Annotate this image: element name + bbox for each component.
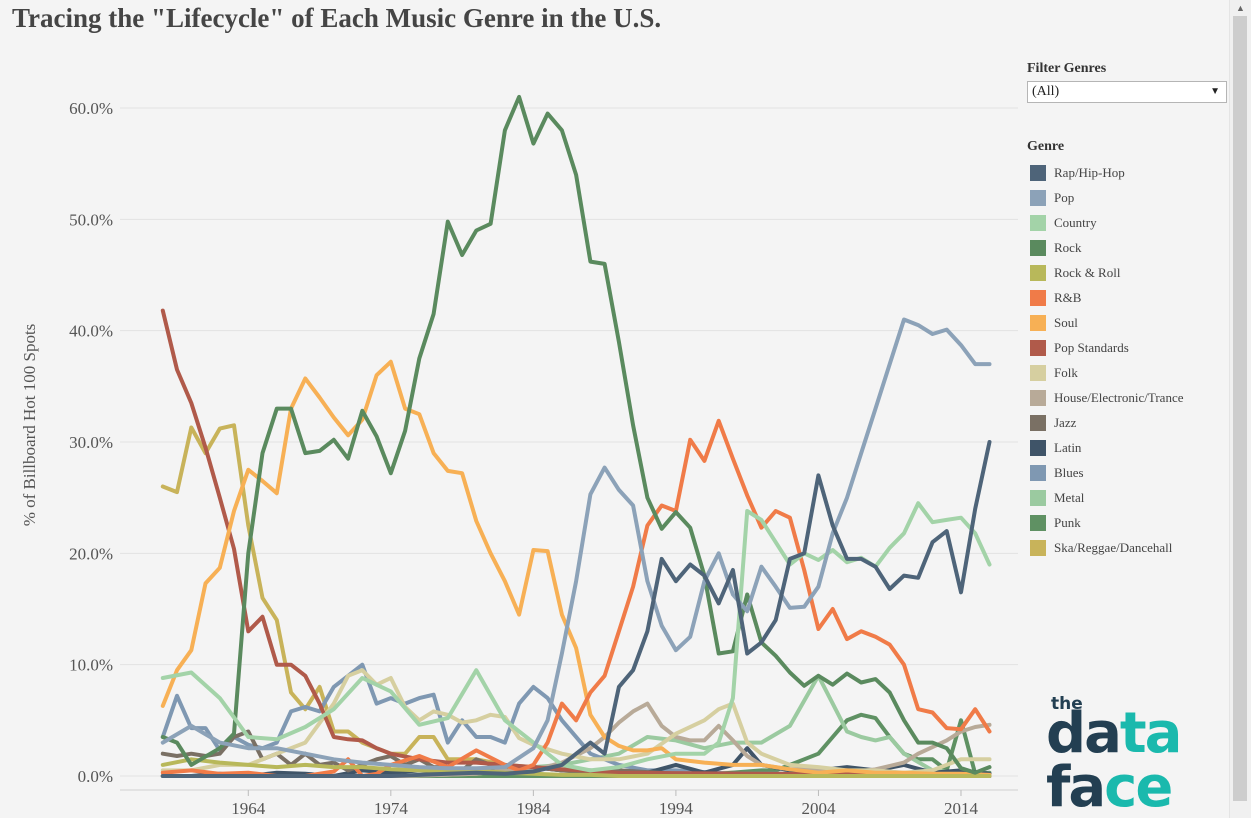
series-line-pop[interactable] [160,317,992,771]
legend-item[interactable]: House/Electronic/Trance [1030,389,1183,407]
legend-label: Soul [1054,315,1078,330]
legend-item[interactable]: Pop [1030,189,1074,207]
legend-swatch [1030,465,1046,481]
legend-item[interactable]: Pop Standards [1030,339,1129,357]
legend-swatch [1030,515,1046,531]
legend-label: Latin [1054,440,1082,455]
line-chart[interactable]: 0.0% 10.0% 20.0% 30.0% 40.0% 50.0% 60.0% 1964 19… [0,0,1020,818]
logo-data-da: da [1046,701,1120,766]
legend-swatch [1030,315,1046,331]
legend-swatch [1030,440,1046,456]
series-line-soul[interactable] [160,359,992,777]
legend-swatch [1030,390,1046,406]
legend-swatch [1030,340,1046,356]
legend-item[interactable]: R&B [1030,289,1081,307]
legend-label: R&B [1054,290,1082,305]
legend-label: Pop Standards [1054,340,1129,355]
legend-label: Folk [1054,365,1078,380]
filter-title: Filter Genres [1027,61,1107,76]
x-tick-label: 1974 [374,799,409,818]
logo-text-data: data [1046,701,1180,766]
series-line-country[interactable] [160,501,992,773]
legend-label: Country [1054,215,1097,230]
legend-item[interactable]: Country [1030,214,1097,232]
legend-swatch [1030,365,1046,381]
y-tick-label: 0.0% [78,767,113,786]
legend-label: Rock [1054,240,1082,255]
legend-item[interactable]: Jazz [1030,414,1076,432]
y-tick-label: 30.0% [69,433,113,452]
genre-filter-dropdown[interactable]: (All) ▼ [1027,81,1227,103]
filter-value: (All) [1032,84,1060,99]
the-data-face-logo: the data face [1046,694,1182,812]
series-line-blues[interactable] [160,662,992,778]
x-tick-label: 1964 [231,799,266,818]
series-line-rap-hip-hop[interactable] [160,440,992,778]
series-lines [160,94,992,778]
legend-item[interactable]: Blues [1030,464,1084,482]
legend-item[interactable]: Ska/Reggae/Dancehall [1030,539,1172,557]
legend-label: Blues [1054,465,1084,480]
logo-data-ta: ta [1120,701,1181,766]
y-tick-label: 10.0% [69,656,113,675]
series-line-rock-roll[interactable] [160,757,992,778]
x-tick-label: 1984 [516,799,551,818]
logo-face-ce: ce [1104,755,1171,812]
legend-swatch [1030,490,1046,506]
dropdown-arrow-icon[interactable]: ▼ [1210,86,1220,97]
legend-item[interactable]: Punk [1030,514,1081,532]
series-line-rock[interactable] [160,94,992,775]
legend-swatch [1030,240,1046,256]
legend-swatch [1030,290,1046,306]
y-tick-label: 20.0% [69,544,113,563]
y-tick-label: 40.0% [69,322,113,341]
legend-item[interactable]: Rock [1030,239,1081,257]
legend-label: Pop [1054,190,1075,205]
legend-item[interactable]: Rock & Roll [1030,264,1120,282]
y-axis-label: % of Billboard Hot 100 Spots [20,323,39,527]
x-tick-label: 2004 [801,799,836,818]
legend-item[interactable]: Latin [1030,439,1081,457]
legend-item[interactable]: Rap/Hip-Hop [1030,164,1125,182]
legend-swatch [1030,215,1046,231]
chart-title: Tracing the "Lifecycle" of Each Music Ge… [12,3,662,33]
legend-item[interactable]: Soul [1030,314,1078,332]
legend-item[interactable]: Folk [1030,364,1078,382]
legend-swatch [1030,265,1046,281]
series-line-pop-standards[interactable] [160,308,992,778]
scrollbar-thumb[interactable] [1233,16,1247,801]
y-tick-label: 60.0% [69,99,113,118]
y-tick-label: 50.0% [69,210,113,229]
x-tick-label: 1994 [659,799,694,818]
legend-label: Rock & Roll [1054,265,1121,280]
scroll-up-arrow-icon[interactable]: ▲ [1236,3,1245,13]
legend-swatch [1030,415,1046,431]
legend-label: Ska/Reggae/Dancehall [1054,540,1173,555]
legend-swatch [1030,165,1046,181]
legend-swatch [1030,540,1046,556]
legend-label: Metal [1054,490,1085,505]
legend-label: Punk [1054,515,1081,530]
series-line-folk[interactable] [160,668,992,775]
logo-text-the: the [1051,694,1083,714]
legend-title: Genre [1027,139,1065,154]
gridlines [120,107,1018,777]
logo-text-face: face [1046,755,1171,812]
legend-label: Rap/Hip-Hop [1054,165,1125,180]
x-tick-label: 2014 [944,799,979,818]
axes: 0.0% 10.0% 20.0% 30.0% 40.0% 50.0% 60.0% 1964 19… [69,99,1018,818]
legend-item[interactable]: Metal [1030,489,1084,507]
logo-face-fa: fa [1046,755,1104,812]
legend-label: Jazz [1054,415,1077,430]
vertical-scrollbar[interactable]: ▲ [1229,0,1251,818]
legend-label: House/Electronic/Trance [1054,390,1184,405]
legend-swatch [1030,190,1046,206]
